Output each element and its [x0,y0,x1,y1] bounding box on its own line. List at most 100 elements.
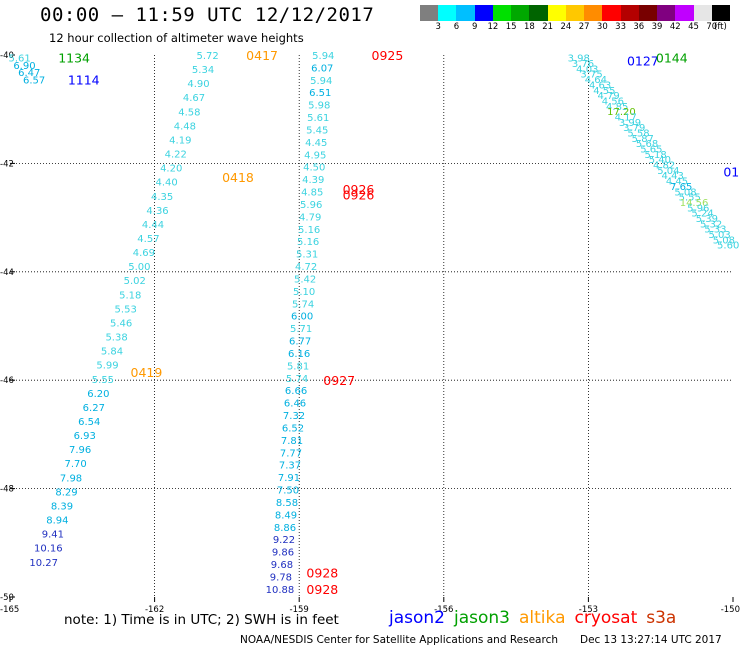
wave-height-reading: 6.47 [18,68,40,79]
wave-height-reading: 4.85 [301,188,323,199]
pass-time-label: 0127 [627,53,659,68]
satellite-legend: jason2 jason3 altika cryosat s3a [389,608,685,628]
wave-height-reading: 4.45 [305,138,327,149]
y-tick-label: -44 [0,268,14,278]
wave-height-reading: 4.85 [606,102,628,113]
wave-height-reading: 5.81 [287,361,309,372]
colorbar-swatch [547,5,566,21]
wave-height-reading: 4.35 [151,192,173,203]
wave-height-reading: 5.74 [286,374,308,385]
pass-time-label: 0926 [343,187,375,202]
colorbar-tick-label: 9 [471,22,478,32]
wave-height-reading: 9.78 [270,572,292,583]
wave-height-reading: 10.16 [34,544,63,555]
wave-height-reading: 5.55 [679,193,701,204]
wave-height-reading: 5.46 [110,318,132,329]
wave-height-reading: 6.00 [291,312,313,323]
wave-height-reading: 5.08 [674,187,696,198]
colorbar-swatch [638,5,658,21]
wave-height-reading: 7.77 [280,448,302,459]
wave-height-reading: 6.54 [78,417,100,428]
wave-height-reading: 5.96 [300,200,322,211]
wave-height-reading: 5.38 [105,333,127,344]
wave-height-reading: 5.74 [292,299,314,310]
pass-time-label: 0144 [656,51,688,66]
wave-height-reading: 5.16 [298,225,320,236]
pass-time-label: 1114 [68,72,100,87]
colorbar-tick-label: 18 [523,22,535,32]
wave-height-reading: 3.75 [580,70,602,81]
wave-height-reading: 10.27 [29,558,58,569]
wave-height-reading: 4.19 [169,135,191,146]
x-tick-label: -159 [290,605,309,615]
colorbar-tick-label: 3 [435,22,441,32]
wave-height-reading: 5.65 [640,145,662,156]
colorbar-swatch [620,5,639,21]
wave-height-reading: 7.96 [69,445,91,456]
wave-height-reading: 5.32 [700,219,722,230]
wave-height-reading: 5.61 [307,113,329,124]
wave-height-reading: 6.52 [282,423,304,434]
wave-height-reading: 6.66 [285,386,307,397]
legend-jason3: jason3 [454,608,510,628]
wave-height-reading: 4.55 [593,86,615,97]
wave-height-reading: 5.03 [709,230,731,241]
wave-height-reading: 5.94 [310,76,332,87]
colorbar-swatch [657,5,676,21]
colorbar-tick-label: 33 [615,22,626,32]
colorbar-swatch [584,5,603,21]
colorbar-swatch [492,5,512,21]
wave-height-reading: 14.56 [680,198,709,209]
wave-height-reading: 4.63 [589,80,611,91]
wave-height-reading: 4.58 [178,107,200,118]
colorbar-tick-label: 27 [578,22,590,32]
wave-height-reading: 6.57 [23,75,45,86]
wave-height-reading: 5.08 [713,235,735,246]
y-tick-label: -50 [0,593,14,603]
wave-height-reading: 9.41 [42,530,64,541]
pass-time-label: 1134 [58,51,90,66]
colorbar-tick-label: 39 [651,22,663,32]
pass-time-label: 0419 [131,365,163,380]
wave-height-reading: 5.84 [101,347,123,358]
pass-time-label: 0927 [323,373,355,388]
wave-height-reading: 5.98 [308,101,330,112]
pass-time-label: 0418 [222,170,254,185]
colorbar-tick-label: 30 [596,22,608,32]
wave-height-reading: 3.79 [623,123,645,134]
colorbar-tick-label: 21 [542,22,554,32]
wave-height-reading: 7.81 [281,436,303,447]
colorbar-tick-label: 6 [453,22,460,32]
x-tick-label: -165 [0,605,19,615]
map-title: 00:00 — 11:59 UTC 12/12/2017 [40,4,375,26]
wave-height-reading: 6.46 [284,399,306,410]
wave-height-reading: 4.50 [303,163,325,174]
wave-height-reading: 5.40 [649,155,671,166]
wave-height-reading: 8.29 [55,487,77,498]
wave-height-reading: 5.04 [657,166,679,177]
colorbar-tick-label: 42 [669,22,681,32]
wave-height-reading: 5.61 [9,54,31,65]
colorbar-unit: (ft) [714,22,727,32]
wave-height-reading: 4.40 [156,178,178,189]
colorbar-swatch [602,5,621,21]
wave-height-reading: 7.98 [60,473,82,484]
pass-time-label: 0928 [306,566,338,581]
legend-altika: altika [519,608,566,628]
map-subtitle: 12 hour collection of altimeter wave hei… [49,31,304,45]
wave-height-reading: 4.56 [602,96,624,107]
wave-height-reading: 5.34 [192,65,214,76]
wave-height-reading: 5.39 [696,214,718,225]
wave-height-reading: 5.00 [128,262,150,273]
colorbar-swatch [675,5,694,21]
wave-height-reading: 5.60 [717,241,739,252]
colorbar-tick-label: 36 [633,22,645,32]
wave-height-reading: 6.77 [289,337,311,348]
wave-height-reading: 4.69 [133,248,155,259]
wave-height-reading: 5.71 [290,324,312,335]
wave-height-reading: 5.24 [691,209,713,220]
legend-jason2: jason2 [389,608,445,628]
wave-height-reading: 4.90 [187,79,209,90]
legend-s3a: s3a [646,608,677,628]
